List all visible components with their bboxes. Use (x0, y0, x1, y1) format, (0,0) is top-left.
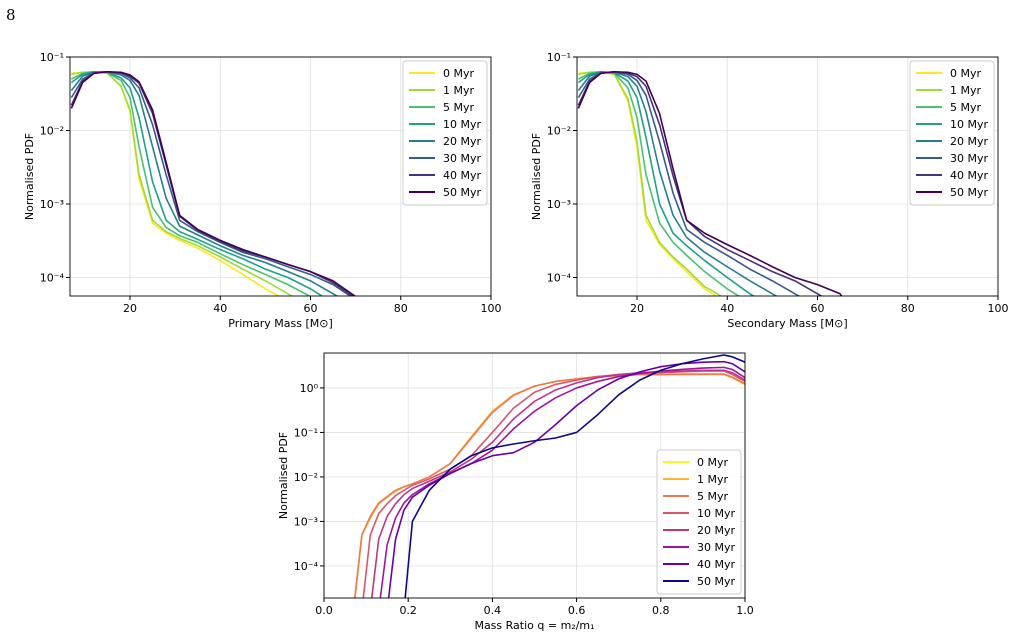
y-axis-label: Normalised PDF (23, 133, 36, 220)
legend-label: 5 Myr (443, 101, 474, 114)
axes-frame (576, 56, 999, 297)
legend-label: 50 Myr (443, 186, 481, 199)
legend-label: 5 Myr (950, 101, 981, 114)
legend-box (656, 449, 742, 595)
y-tick-label: 10⁻¹ (40, 51, 64, 64)
legend-label: 0 Myr (697, 456, 728, 469)
chart: 20 40 60 80 100 10⁻⁴ 10⁻³ 10⁻² 10⁻¹ Primary Mass … (23, 51, 502, 330)
x-tick-label: 0.0 (315, 604, 333, 617)
y-tick-label: 10⁻³ (547, 198, 571, 211)
x-tick-label: 40 (213, 302, 227, 315)
x-tick-label: 1.0 (736, 604, 754, 617)
data-line (70, 70, 357, 296)
data-line (70, 70, 354, 296)
axes-frame (323, 352, 746, 599)
legend-label: 20 Myr (950, 135, 988, 148)
legend-label: 1 Myr (950, 84, 981, 97)
chart: 0.0 0.2 0.4 0.6 0.8 1.0 10⁻⁴ 10⁻³ 10⁻² 10⁻¹ 10⁰ Mas… (277, 352, 754, 632)
chart: 20 40 60 80 100 10⁻⁴ 10⁻³ 10⁻² 10⁻¹ Secondary Mas… (530, 51, 1009, 330)
y-tick-label: 10⁻³ (40, 198, 64, 211)
axes-frame (69, 56, 492, 297)
page-number: 8 (6, 6, 16, 24)
legend-label: 10 Myr (950, 118, 988, 131)
legend-label: 30 Myr (950, 152, 988, 165)
x-tick-label: 0.6 (568, 604, 586, 617)
y-axis-label: Normalised PDF (277, 432, 290, 519)
data-line (370, 369, 745, 598)
y-axis-label: Normalised PDF (530, 133, 543, 220)
data-line (362, 370, 745, 598)
legend-label: 40 Myr (443, 169, 481, 182)
data-line (70, 70, 339, 296)
x-axis-label: Primary Mass [M⊙] (228, 317, 332, 330)
y-tick-label: 10⁰ (300, 382, 319, 395)
legend-label: 10 Myr (443, 118, 481, 131)
x-tick-label: 100 (988, 302, 1009, 315)
y-tick-label: 10⁻³ (294, 515, 318, 528)
x-tick-label: 20 (630, 302, 644, 315)
legend-label: 50 Myr (950, 186, 988, 199)
y-tick-label: 10⁻⁴ (40, 271, 65, 284)
x-axis-label: Mass Ratio q = m₂/m₁ (474, 619, 594, 632)
data-line (404, 354, 745, 598)
legend-label: 20 Myr (443, 135, 481, 148)
legend-box (909, 60, 995, 206)
legend-label: 40 Myr (697, 558, 735, 571)
data-line (70, 70, 312, 296)
legend-label: 10 Myr (697, 507, 735, 520)
x-tick-label: 60 (811, 302, 825, 315)
x-tick-label: 80 (394, 302, 408, 315)
y-tick-label: 10⁻² (40, 124, 64, 137)
legend-label: 30 Myr (697, 541, 735, 554)
legend-label: 50 Myr (697, 575, 735, 588)
plot-area (354, 354, 745, 598)
x-tick-label: 80 (901, 302, 915, 315)
legend-label: 1 Myr (443, 84, 474, 97)
data-line (387, 360, 745, 598)
x-tick-label: 100 (481, 302, 502, 315)
legend-label: 20 Myr (697, 524, 735, 537)
x-tick-label: 40 (720, 302, 734, 315)
data-line (577, 70, 843, 296)
y-tick-label: 10⁻⁴ (547, 271, 572, 284)
x-tick-label: 60 (304, 302, 318, 315)
plot-area (577, 70, 843, 296)
y-tick-label: 10⁻² (547, 124, 571, 137)
data-line (71, 70, 294, 296)
legend-label: 5 Myr (697, 490, 728, 503)
data-line (71, 70, 281, 296)
data-line (70, 70, 352, 296)
x-tick-label: 0.4 (484, 604, 502, 617)
plot-area (70, 70, 357, 296)
legend-label: 0 Myr (443, 67, 474, 80)
x-axis-label: Secondary Mass [M⊙] (727, 317, 847, 330)
x-tick-label: 0.2 (399, 604, 417, 617)
y-tick-label: 10⁻¹ (294, 426, 318, 439)
x-tick-label: 0.8 (652, 604, 670, 617)
legend-label: 40 Myr (950, 169, 988, 182)
data-line (354, 373, 745, 598)
data-line (379, 366, 745, 598)
legend-label: 0 Myr (950, 67, 981, 80)
x-tick-label: 20 (123, 302, 137, 315)
data-line (577, 70, 823, 296)
data-line (577, 70, 756, 296)
legend-box (402, 60, 488, 206)
legend-label: 1 Myr (697, 473, 728, 486)
y-tick-label: 10⁻² (294, 471, 318, 484)
y-tick-label: 10⁻⁴ (294, 560, 319, 573)
legend-label: 30 Myr (443, 152, 481, 165)
y-tick-label: 10⁻¹ (547, 51, 571, 64)
